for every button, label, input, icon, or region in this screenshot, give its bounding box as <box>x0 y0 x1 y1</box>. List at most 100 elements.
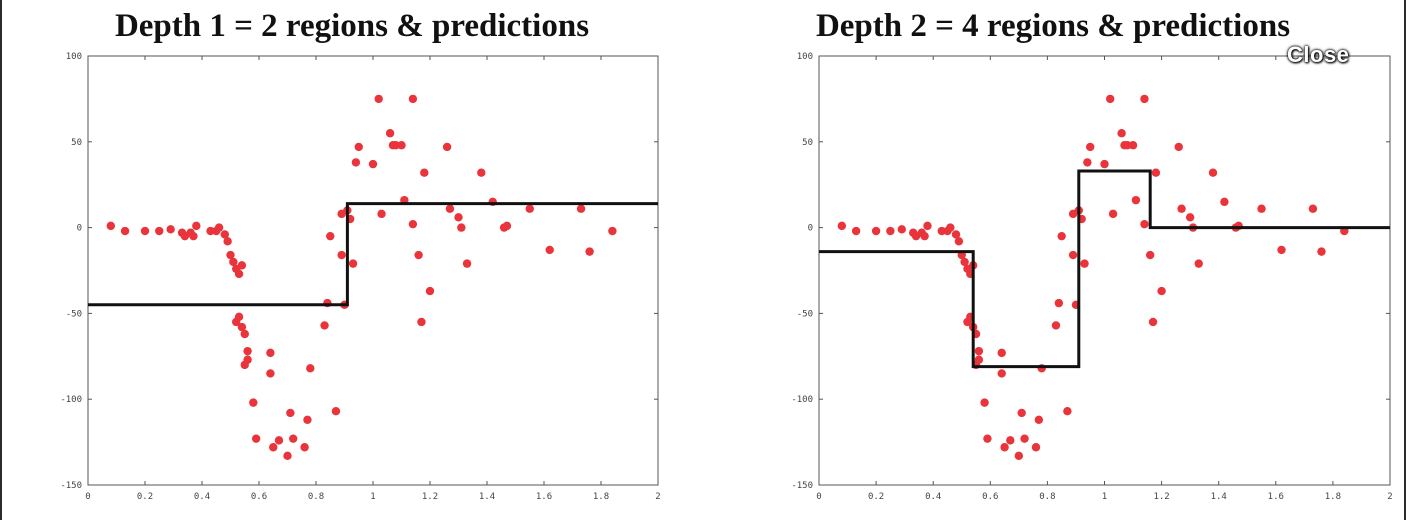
data-point <box>1208 168 1218 177</box>
x-tick-label: 0 <box>816 492 821 502</box>
data-point <box>1051 321 1061 330</box>
chart-depth-1: 0 0.2 0.4 0.6 0.8 1 1.2 1.4 1.6 1.8 2 100 50 0 -50 -100… <box>60 52 660 502</box>
data-point <box>300 443 309 452</box>
x-tick-label: 1.4 <box>1211 492 1227 502</box>
data-point <box>331 407 341 416</box>
data-point <box>234 312 244 322</box>
x-tick-label: 0.4 <box>194 492 210 502</box>
data-point <box>274 436 284 445</box>
x-tick-label: 0 <box>85 492 90 502</box>
data-point <box>397 141 406 150</box>
x-tick-label: 1.8 <box>1325 492 1341 502</box>
data-point <box>983 434 992 443</box>
data-point <box>374 94 383 104</box>
data-point <box>408 219 418 229</box>
data-point <box>1108 209 1118 219</box>
data-point <box>1054 298 1064 308</box>
data-point <box>266 348 275 358</box>
data-point <box>289 434 298 443</box>
data-point <box>1148 317 1158 327</box>
data-point <box>326 231 335 241</box>
x-tick-label: 0.8 <box>308 492 324 502</box>
data-point <box>192 221 201 231</box>
data-point <box>477 168 486 177</box>
data-point <box>223 237 232 246</box>
data-point <box>351 158 361 167</box>
data-point <box>897 225 906 234</box>
data-point <box>1100 159 1109 169</box>
data-point <box>269 443 278 452</box>
data-point <box>214 223 224 232</box>
x-tick-label: 1.8 <box>593 492 609 502</box>
plot-area <box>818 55 1391 486</box>
data-point <box>155 226 164 236</box>
x-tick-label: 1 <box>1102 492 1107 502</box>
data-point <box>408 94 418 104</box>
data-point <box>243 346 252 356</box>
data-point <box>303 415 312 424</box>
data-point <box>414 250 423 260</box>
data-point <box>266 369 275 378</box>
data-point <box>974 346 984 356</box>
data-point <box>837 221 847 231</box>
data-point <box>997 348 1006 358</box>
data-point <box>1057 231 1066 241</box>
data-point <box>106 221 116 231</box>
data-point <box>576 204 586 213</box>
data-point <box>462 259 472 268</box>
data-point <box>1145 250 1155 260</box>
x-tick-label: 0.4 <box>925 492 941 502</box>
data-point <box>457 223 466 232</box>
data-point <box>1140 94 1149 104</box>
data-point <box>525 204 534 213</box>
data-point <box>1128 141 1138 150</box>
data-point <box>243 355 252 364</box>
data-point <box>420 168 429 177</box>
data-point <box>348 259 358 268</box>
data-point <box>1185 213 1195 222</box>
data-point <box>1086 142 1095 152</box>
data-point <box>237 261 247 270</box>
data-point <box>1034 415 1044 424</box>
y-tick-label: 100 <box>66 52 82 62</box>
data-point <box>237 322 247 332</box>
data-point <box>954 237 964 246</box>
data-point <box>1317 247 1326 256</box>
x-tick-label: 1 <box>370 492 375 502</box>
data-point <box>1220 197 1229 207</box>
data-point <box>974 355 984 364</box>
close-button[interactable]: Close <box>1287 42 1350 67</box>
y-tick-label: 0 <box>77 224 82 234</box>
plot-area <box>87 55 659 486</box>
x-tick-label: 2 <box>655 492 660 502</box>
data-point <box>1177 204 1186 213</box>
data-point <box>1080 259 1089 268</box>
data-point <box>425 286 435 296</box>
data-point <box>368 159 378 169</box>
x-tick-label: 1.2 <box>1153 492 1169 502</box>
data-point <box>1151 168 1161 177</box>
x-tick-label: 1.6 <box>536 492 552 502</box>
data-point <box>1257 204 1266 213</box>
x-tick-label: 0.6 <box>982 492 998 502</box>
y-tick-label: -150 <box>60 481 82 491</box>
y-tick-label: 50 <box>71 138 82 148</box>
data-point <box>1140 219 1149 229</box>
data-point <box>1000 443 1009 452</box>
x-tick-label: 0.2 <box>137 492 153 502</box>
data-point <box>229 257 238 267</box>
data-point <box>377 209 386 219</box>
data-point <box>283 451 292 461</box>
data-point <box>442 142 452 152</box>
data-point <box>1117 129 1126 138</box>
data-point <box>240 329 249 339</box>
data-point <box>354 142 363 152</box>
y-tick-label: 100 <box>797 52 813 62</box>
data-point <box>226 250 235 260</box>
chart-panel-depth-2: Depth 2 = 4 regions & predictions 0 0.2 0.… <box>702 0 1404 520</box>
data-point <box>1194 259 1203 268</box>
data-point <box>1020 434 1029 443</box>
data-point <box>886 226 895 236</box>
